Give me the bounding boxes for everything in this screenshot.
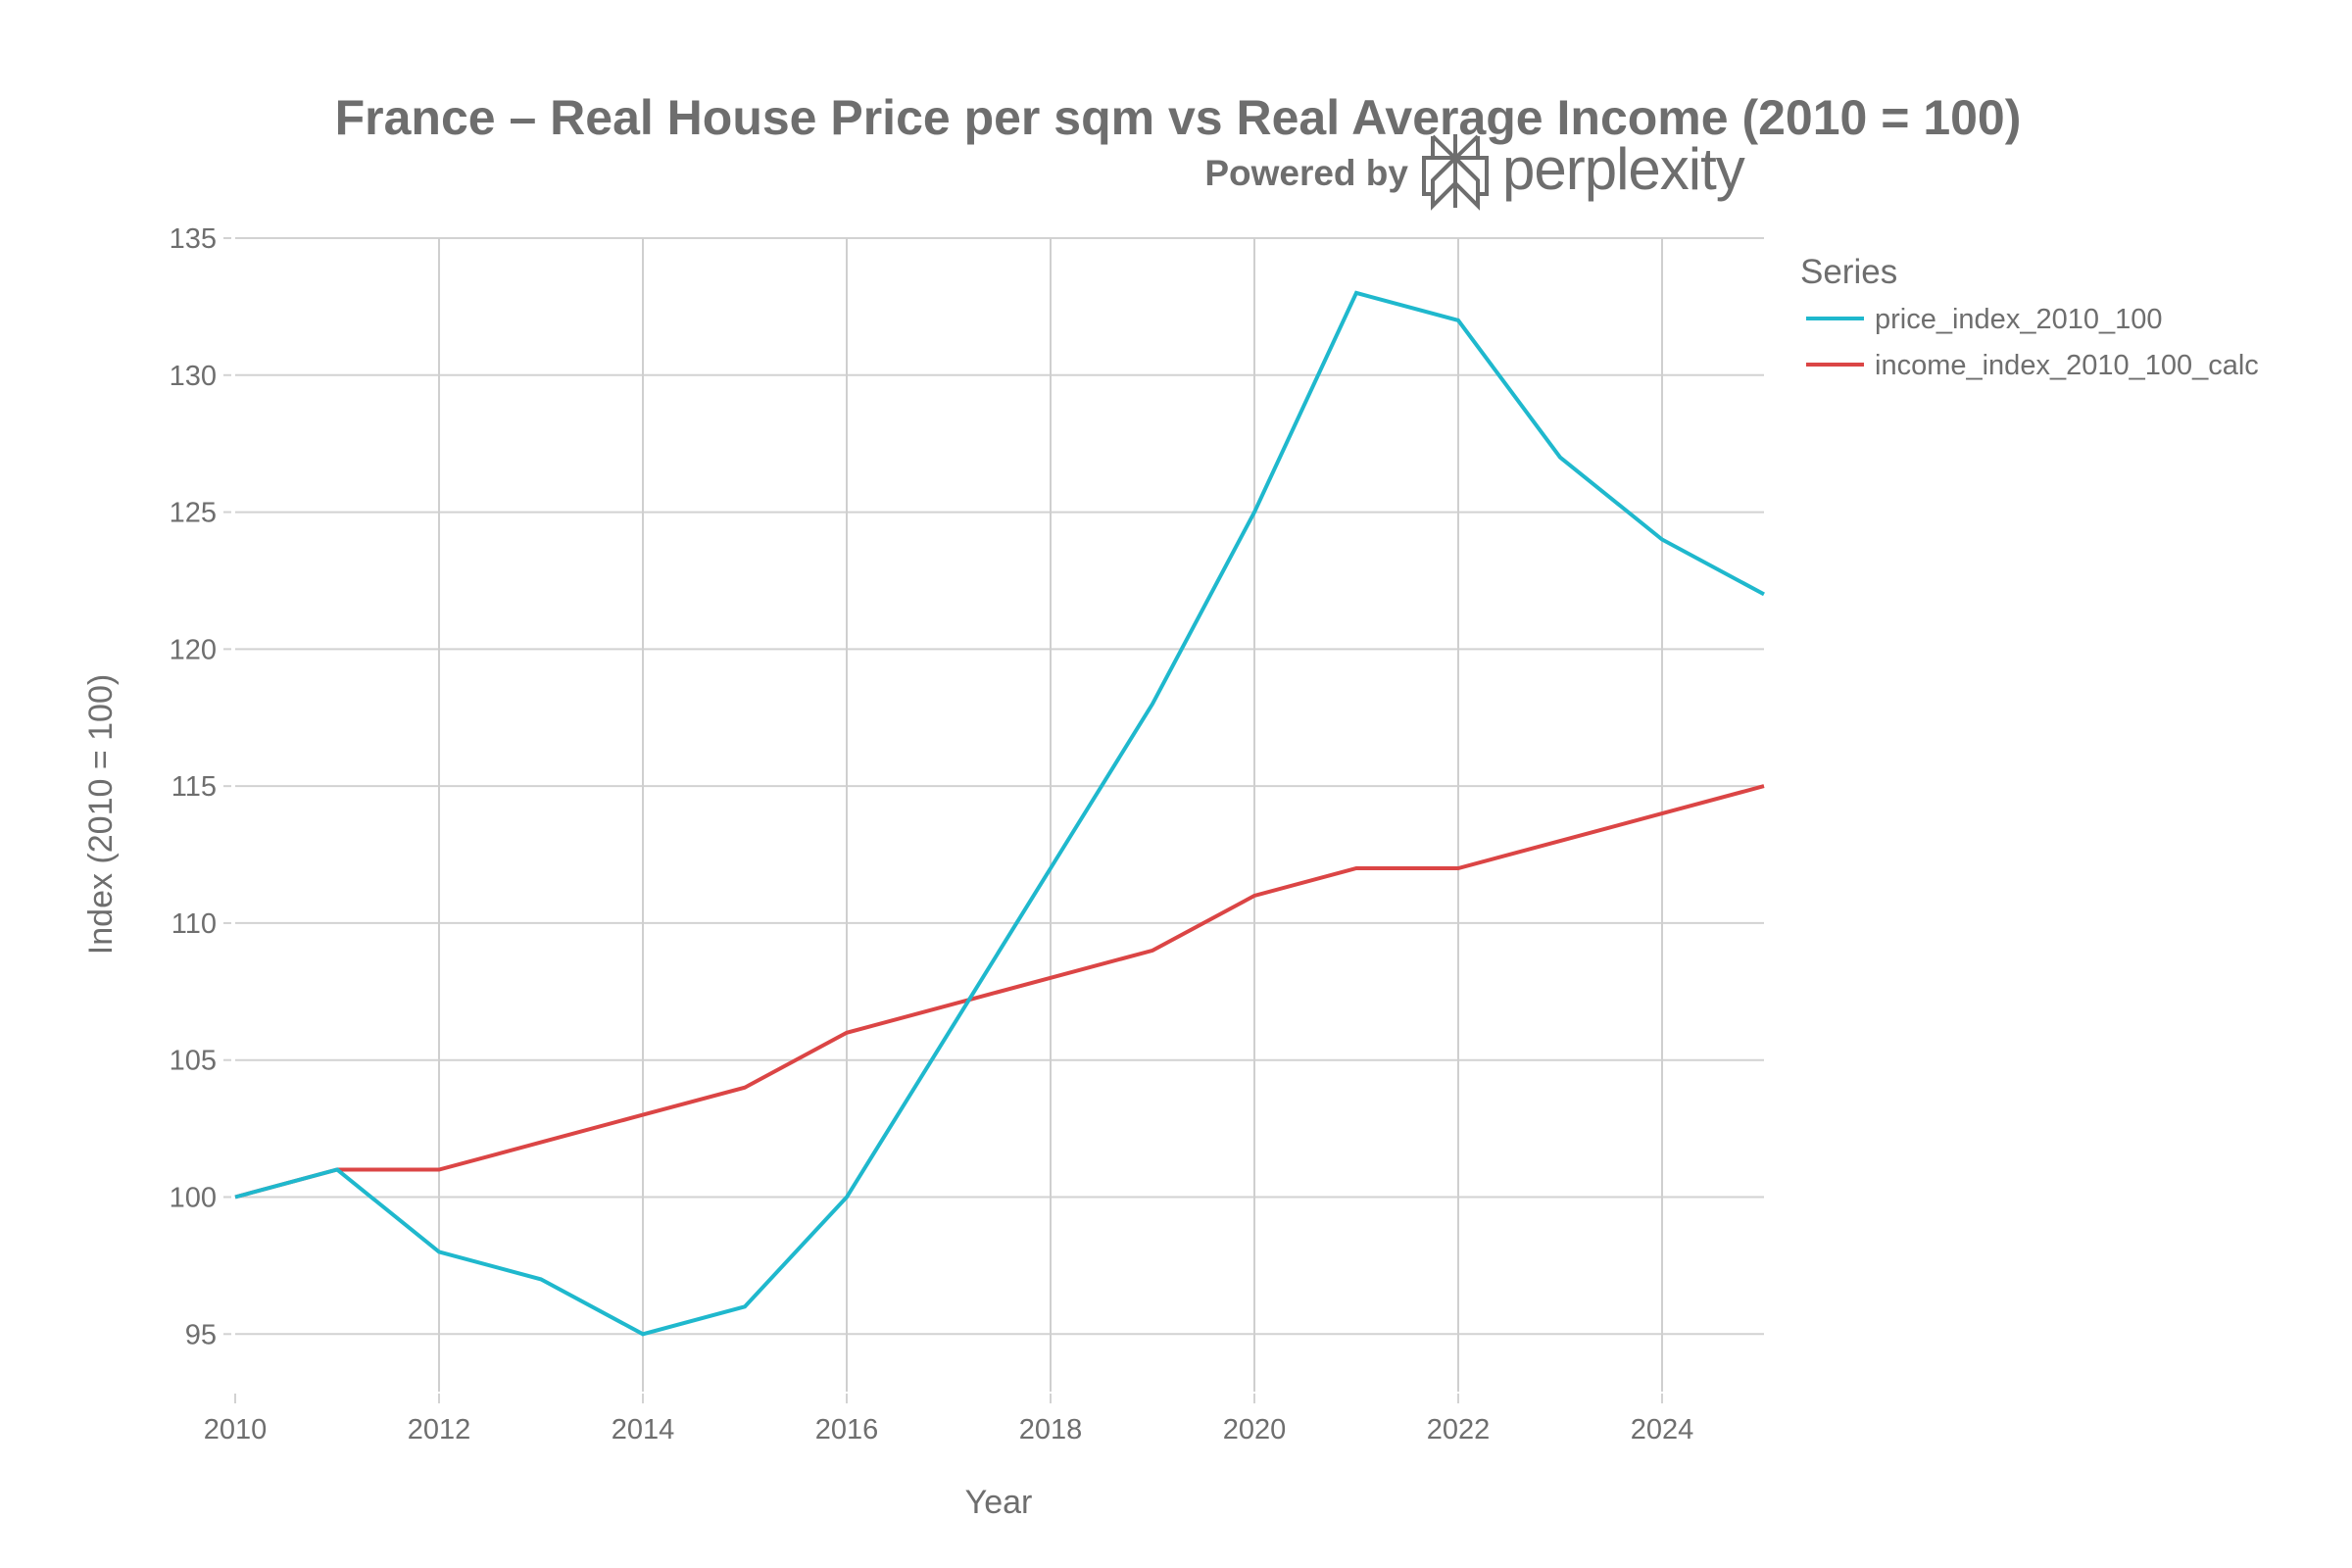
x-tick-label: 2012 bbox=[408, 1414, 471, 1446]
y-tick-label: 105 bbox=[170, 1046, 217, 1077]
data-point-price bbox=[1557, 455, 1563, 461]
series-line-income[interactable] bbox=[234, 784, 1765, 1200]
data-point-price bbox=[844, 1195, 850, 1200]
data-point-price bbox=[1251, 510, 1257, 515]
y-tick-label: 135 bbox=[170, 223, 217, 255]
powered-by-label: Powered by bbox=[1204, 153, 1408, 193]
data-point-price bbox=[334, 1167, 340, 1173]
y-tick-label: 95 bbox=[185, 1319, 217, 1350]
data-point-price bbox=[538, 1276, 544, 1282]
data-point-price bbox=[640, 1331, 646, 1337]
data-point-income bbox=[1455, 865, 1461, 871]
legend-label-price: price_index_2010_100 bbox=[1875, 304, 2162, 335]
data-point-income bbox=[1659, 810, 1665, 816]
data-point-price bbox=[742, 1303, 748, 1309]
data-point-price bbox=[1659, 537, 1665, 543]
legend-title: Series bbox=[1800, 253, 1897, 291]
series-line-price[interactable] bbox=[234, 290, 1765, 1337]
data-point-income bbox=[1761, 783, 1767, 789]
data-point-price bbox=[232, 1195, 238, 1200]
y-tick-label: 100 bbox=[170, 1183, 217, 1214]
data-point-price bbox=[1353, 290, 1359, 296]
y-tick-label: 130 bbox=[170, 361, 217, 392]
x-axis: 2010 2012 2014 2016 2018 2020 2022 2024 bbox=[204, 1394, 1694, 1446]
x-tick-label: 2014 bbox=[612, 1414, 675, 1446]
data-point-income bbox=[844, 1030, 850, 1036]
legend-label-income: income_index_2010_100_calc bbox=[1875, 350, 2259, 381]
x-tick-label: 2020 bbox=[1223, 1414, 1287, 1446]
legend-item-price[interactable]: price_index_2010_100 bbox=[1806, 304, 2162, 335]
y-tick-label: 125 bbox=[170, 498, 217, 529]
y-tick-label: 120 bbox=[170, 634, 217, 665]
x-axis-title: Year bbox=[965, 1484, 1033, 1521]
x-tick-label: 2024 bbox=[1631, 1414, 1694, 1446]
data-point-price bbox=[436, 1249, 442, 1254]
y-axis: 95 100 105 110 115 120 125 130 135 bbox=[170, 223, 231, 1350]
data-point-income bbox=[1557, 838, 1563, 844]
y-axis-title: Index (2010 = 100) bbox=[82, 674, 120, 955]
chart-title: France – Real House Price per sqm vs Rea… bbox=[335, 90, 2022, 145]
y-tick-label: 110 bbox=[172, 908, 217, 940]
brand-name: perplexity bbox=[1502, 136, 1745, 202]
data-point-price bbox=[1150, 701, 1155, 707]
branding: Powered by perplexity bbox=[1204, 134, 1746, 211]
data-point-price bbox=[1455, 318, 1461, 323]
legend: Series price_index_2010_100 income_index… bbox=[1800, 253, 2259, 381]
data-point-income bbox=[1251, 893, 1257, 899]
data-point-income bbox=[436, 1167, 442, 1173]
data-point-income bbox=[1150, 948, 1155, 954]
data-point-income bbox=[538, 1140, 544, 1146]
data-point-price bbox=[1048, 865, 1054, 871]
y-tick-label: 115 bbox=[172, 771, 217, 803]
data-point-income bbox=[640, 1112, 646, 1118]
data-point-income bbox=[1048, 975, 1054, 981]
data-point-income bbox=[946, 1003, 952, 1008]
data-point-price bbox=[1761, 591, 1767, 597]
x-tick-label: 2022 bbox=[1427, 1414, 1491, 1446]
series-lines bbox=[232, 290, 1767, 1337]
legend-item-income[interactable]: income_index_2010_100_calc bbox=[1806, 350, 2259, 381]
x-tick-label: 2016 bbox=[815, 1414, 879, 1446]
data-point-income bbox=[742, 1085, 748, 1091]
x-tick-label: 2018 bbox=[1019, 1414, 1083, 1446]
data-point-income bbox=[1353, 865, 1359, 871]
data-point-price bbox=[946, 1030, 952, 1036]
gridlines bbox=[235, 237, 1764, 1392]
x-tick-label: 2010 bbox=[204, 1414, 268, 1446]
perplexity-logo-icon bbox=[1422, 134, 1489, 211]
